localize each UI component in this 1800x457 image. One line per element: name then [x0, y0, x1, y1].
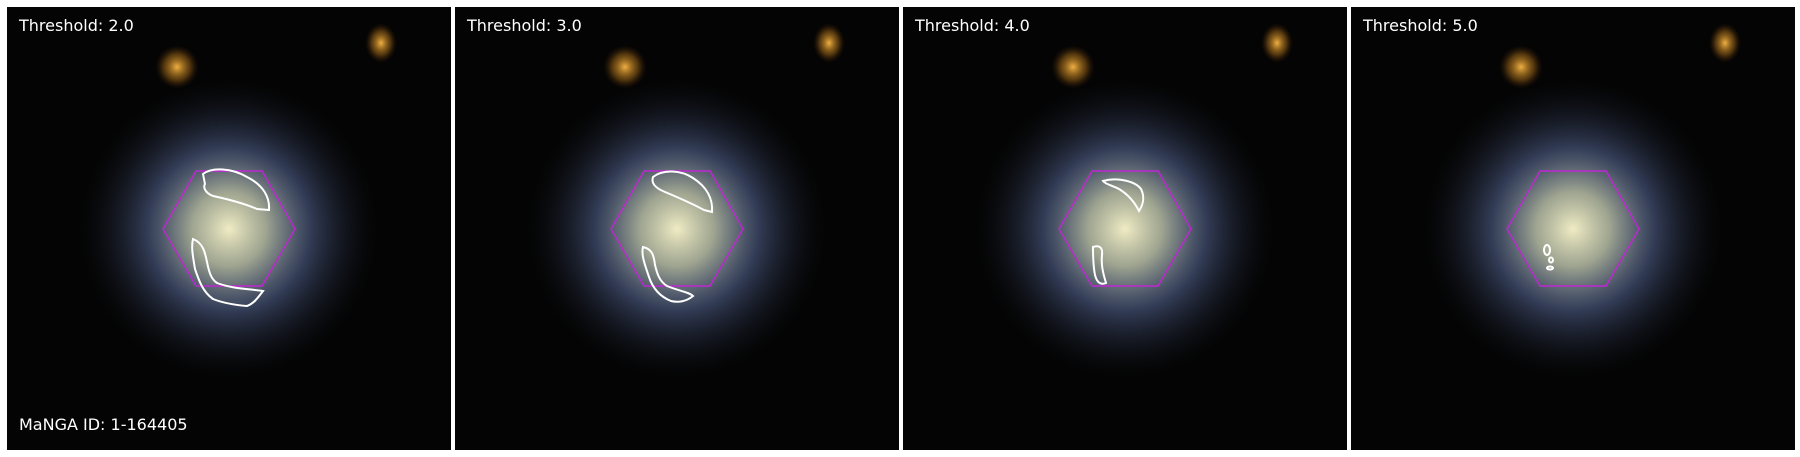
galaxy-image — [7, 7, 451, 450]
ifu-hexagon — [1058, 170, 1192, 287]
galaxy-disk — [1423, 79, 1723, 379]
manga-id-label: MaNGA ID: 1-164405 — [19, 415, 188, 434]
panel-threshold-3: Threshold: 3.0 — [455, 7, 899, 450]
contour — [1548, 256, 1554, 264]
companion-galaxy — [1051, 45, 1095, 89]
contour — [641, 245, 695, 303]
galaxy-image — [903, 7, 1347, 450]
companion-galaxy — [603, 45, 647, 89]
galaxy-image — [1351, 7, 1795, 450]
contour — [1091, 245, 1108, 285]
contour — [1546, 265, 1554, 271]
ifu-hexagon — [162, 170, 296, 287]
contour — [191, 237, 265, 308]
contour — [651, 170, 714, 214]
panel-threshold-2: Threshold: 2.0 MaNGA ID: 1-164405 — [7, 7, 451, 450]
panel-title: Threshold: 4.0 — [915, 16, 1030, 35]
companion-star — [813, 23, 845, 63]
galaxy-disk — [975, 79, 1275, 379]
companion-star — [365, 23, 397, 63]
companion-star — [1709, 23, 1741, 63]
panel-title: Threshold: 2.0 — [19, 16, 134, 35]
ifu-hexagon — [610, 170, 744, 287]
companion-galaxy — [155, 45, 199, 89]
galaxy-image — [455, 7, 899, 450]
panel-title: Threshold: 5.0 — [1363, 16, 1478, 35]
contour — [201, 168, 271, 212]
galaxy-disk — [527, 79, 827, 379]
companion-galaxy — [1499, 45, 1543, 89]
ifu-hexagon — [1506, 170, 1640, 287]
panel-threshold-5: Threshold: 5.0 — [1351, 7, 1795, 450]
contour — [1543, 244, 1551, 256]
panel-title: Threshold: 3.0 — [467, 16, 582, 35]
companion-star — [1261, 23, 1293, 63]
galaxy-disk — [79, 79, 379, 379]
contour — [1101, 178, 1145, 213]
panel-threshold-4: Threshold: 4.0 — [903, 7, 1347, 450]
